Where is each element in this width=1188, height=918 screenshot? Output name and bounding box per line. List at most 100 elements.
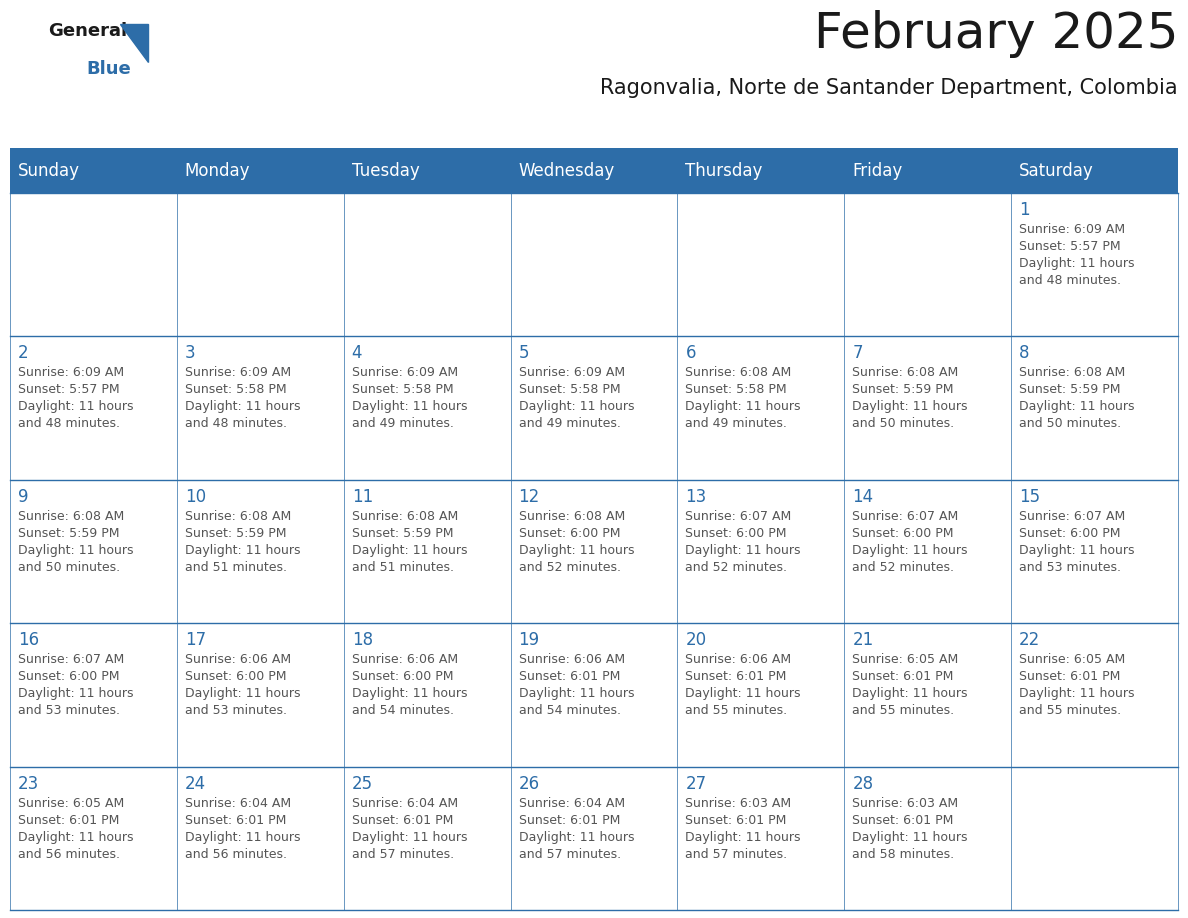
Bar [343,193,511,336]
Bar [10,767,177,910]
Bar [1011,767,1178,910]
Text: Sunset: 6:01 PM: Sunset: 6:01 PM [685,813,786,826]
Text: Sunset: 6:01 PM: Sunset: 6:01 PM [685,670,786,683]
Bar [10,193,177,336]
Text: Daylight: 11 hours: Daylight: 11 hours [852,831,968,844]
Text: Sunrise: 6:05 AM: Sunrise: 6:05 AM [1019,654,1125,666]
Text: and 50 minutes.: and 50 minutes. [852,418,954,431]
Text: Sunset: 6:01 PM: Sunset: 6:01 PM [852,670,954,683]
Text: and 55 minutes.: and 55 minutes. [1019,704,1121,717]
Text: Sunrise: 6:06 AM: Sunrise: 6:06 AM [352,654,457,666]
Text: and 51 minutes.: and 51 minutes. [185,561,286,574]
Bar [1011,193,1178,336]
Text: Sunrise: 6:09 AM: Sunrise: 6:09 AM [352,366,457,379]
Text: Sunrise: 6:03 AM: Sunrise: 6:03 AM [852,797,959,810]
Text: 23: 23 [18,775,39,792]
Text: Daylight: 11 hours: Daylight: 11 hours [18,543,133,557]
Text: Daylight: 11 hours: Daylight: 11 hours [519,543,634,557]
Text: and 52 minutes.: and 52 minutes. [852,561,954,574]
Bar [677,767,845,910]
Text: Sunset: 6:01 PM: Sunset: 6:01 PM [519,670,620,683]
Text: and 48 minutes.: and 48 minutes. [185,418,286,431]
Bar [177,767,343,910]
Bar [677,623,845,767]
Bar [10,623,177,767]
Text: Daylight: 11 hours: Daylight: 11 hours [852,400,968,413]
Text: Sunrise: 6:05 AM: Sunrise: 6:05 AM [852,654,959,666]
Text: and 49 minutes.: and 49 minutes. [685,418,788,431]
Text: Daylight: 11 hours: Daylight: 11 hours [685,400,801,413]
Text: Sunset: 5:58 PM: Sunset: 5:58 PM [685,384,788,397]
Bar [1011,480,1178,623]
Text: Sunset: 6:01 PM: Sunset: 6:01 PM [852,813,954,826]
Text: Sunrise: 6:09 AM: Sunrise: 6:09 AM [18,366,124,379]
Bar [177,480,343,623]
Text: Sunrise: 6:08 AM: Sunrise: 6:08 AM [685,366,791,379]
Text: Daylight: 11 hours: Daylight: 11 hours [185,400,301,413]
Text: 10: 10 [185,487,206,506]
Text: Sunset: 6:00 PM: Sunset: 6:00 PM [1019,527,1120,540]
Text: Daylight: 11 hours: Daylight: 11 hours [1019,257,1135,270]
Bar [845,623,1011,767]
Text: Sunset: 6:00 PM: Sunset: 6:00 PM [519,527,620,540]
Bar [177,623,343,767]
Text: Sunset: 5:57 PM: Sunset: 5:57 PM [18,384,120,397]
Bar [343,480,511,623]
Text: Sunset: 5:58 PM: Sunset: 5:58 PM [519,384,620,397]
Text: General: General [48,22,127,40]
Text: Sunrise: 6:07 AM: Sunrise: 6:07 AM [18,654,125,666]
Text: Sunrise: 6:09 AM: Sunrise: 6:09 AM [519,366,625,379]
Bar [10,480,177,623]
Text: Daylight: 11 hours: Daylight: 11 hours [185,831,301,844]
Text: Friday: Friday [852,162,903,180]
Text: Sunrise: 6:05 AM: Sunrise: 6:05 AM [18,797,125,810]
Text: Sunrise: 6:08 AM: Sunrise: 6:08 AM [185,509,291,522]
Text: and 56 minutes.: and 56 minutes. [185,847,286,860]
Text: Sunrise: 6:09 AM: Sunrise: 6:09 AM [185,366,291,379]
Text: Daylight: 11 hours: Daylight: 11 hours [685,543,801,557]
Text: and 50 minutes.: and 50 minutes. [1019,418,1121,431]
Text: 11: 11 [352,487,373,506]
Bar [677,193,845,336]
Text: Sunrise: 6:07 AM: Sunrise: 6:07 AM [1019,509,1125,522]
Text: Sunset: 6:01 PM: Sunset: 6:01 PM [185,813,286,826]
Bar [511,767,677,910]
Text: Saturday: Saturday [1019,162,1094,180]
Text: Sunrise: 6:04 AM: Sunrise: 6:04 AM [185,797,291,810]
Text: 24: 24 [185,775,206,792]
Text: Sunset: 6:00 PM: Sunset: 6:00 PM [852,527,954,540]
Text: Sunset: 5:58 PM: Sunset: 5:58 PM [352,384,454,397]
Text: Thursday: Thursday [685,162,763,180]
Bar [343,623,511,767]
Text: 6: 6 [685,344,696,363]
Text: and 49 minutes.: and 49 minutes. [352,418,454,431]
Text: Daylight: 11 hours: Daylight: 11 hours [519,831,634,844]
Text: Sunrise: 6:04 AM: Sunrise: 6:04 AM [519,797,625,810]
Text: and 54 minutes.: and 54 minutes. [519,704,620,717]
Text: Daylight: 11 hours: Daylight: 11 hours [519,688,634,700]
Text: Daylight: 11 hours: Daylight: 11 hours [685,831,801,844]
Text: Sunrise: 6:09 AM: Sunrise: 6:09 AM [1019,223,1125,236]
Text: 9: 9 [18,487,29,506]
Text: Sunrise: 6:08 AM: Sunrise: 6:08 AM [519,509,625,522]
Text: Sunset: 6:00 PM: Sunset: 6:00 PM [352,670,453,683]
Text: Sunrise: 6:06 AM: Sunrise: 6:06 AM [519,654,625,666]
Text: and 53 minutes.: and 53 minutes. [18,704,120,717]
Bar [1011,336,1178,480]
Text: and 52 minutes.: and 52 minutes. [685,561,788,574]
Text: 1: 1 [1019,201,1030,219]
Text: Ragonvalia, Norte de Santander Department, Colombia: Ragonvalia, Norte de Santander Departmen… [600,78,1178,98]
Bar [511,336,677,480]
Text: and 57 minutes.: and 57 minutes. [519,847,620,860]
Text: Sunday: Sunday [18,162,80,180]
Text: Daylight: 11 hours: Daylight: 11 hours [852,543,968,557]
Text: Sunset: 6:01 PM: Sunset: 6:01 PM [1019,670,1120,683]
Text: Sunrise: 6:08 AM: Sunrise: 6:08 AM [18,509,125,522]
Text: 19: 19 [519,632,539,649]
Text: Daylight: 11 hours: Daylight: 11 hours [1019,688,1135,700]
Text: 12: 12 [519,487,539,506]
Text: Daylight: 11 hours: Daylight: 11 hours [1019,543,1135,557]
Bar [177,193,343,336]
Bar [845,767,1011,910]
Text: Monday: Monday [185,162,251,180]
